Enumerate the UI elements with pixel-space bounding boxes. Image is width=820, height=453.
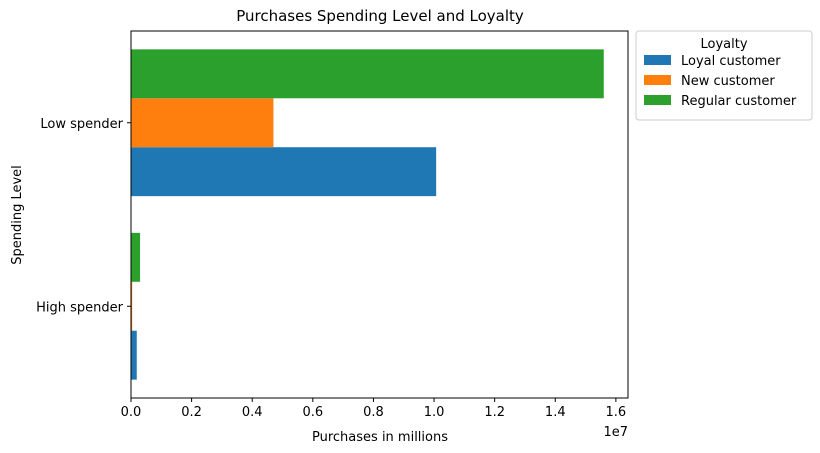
x-tick-label: 0.2 (181, 405, 202, 420)
x-tick-label: 0.0 (121, 405, 142, 420)
x-tick-label: 0.8 (363, 405, 384, 420)
bar-loyal-customer-low-spender (131, 147, 437, 197)
bar-loyal-customer-high-spender (131, 330, 137, 380)
chart-title: Purchases Spending Level and Loyalty (236, 7, 524, 25)
x-tick-label: 0.6 (302, 405, 323, 420)
plot-frame (130, 30, 629, 399)
x-tick-label: 1.2 (484, 405, 505, 420)
legend-title: Loyalty (700, 37, 747, 52)
legend-label-loyal-customer: Loyal customer (681, 54, 781, 69)
legend-swatch-new-customer (644, 75, 671, 85)
x-tick-label: 1.0 (424, 405, 445, 420)
x-axis-offset-text: 1e7 (603, 425, 628, 440)
x-tick-label: 0.4 (242, 405, 263, 420)
y-tick-label: High spender (36, 300, 124, 315)
legend-label-regular-customer: Regular customer (681, 94, 797, 109)
legend: Loyalty Loyal customer New customer Regula… (635, 30, 813, 121)
y-axis: High spender Low spender (36, 117, 131, 315)
legend-label-new-customer: New customer (681, 74, 775, 89)
x-tick-label: 1.4 (545, 405, 566, 420)
bar-new-customer-low-spender (131, 98, 274, 148)
legend-swatch-loyal-customer (644, 55, 671, 65)
x-tick-label: 1.6 (606, 405, 627, 420)
y-axis-label: Spending Level (10, 165, 25, 265)
bars-group (131, 49, 604, 380)
bar-regular-customer-low-spender (131, 49, 604, 99)
y-tick-label: Low spender (40, 117, 123, 132)
bar-regular-customer-high-spender (131, 232, 141, 282)
legend-frame (635, 30, 813, 121)
legend-swatch-regular-customer (644, 95, 671, 105)
x-axis-label: Purchases in millions (312, 430, 448, 445)
bar-new-customer-high-spender (131, 281, 133, 331)
x-axis: 0.0 0.2 0.4 0.6 0.8 1.0 1.2 1.4 1.6 (121, 398, 627, 420)
